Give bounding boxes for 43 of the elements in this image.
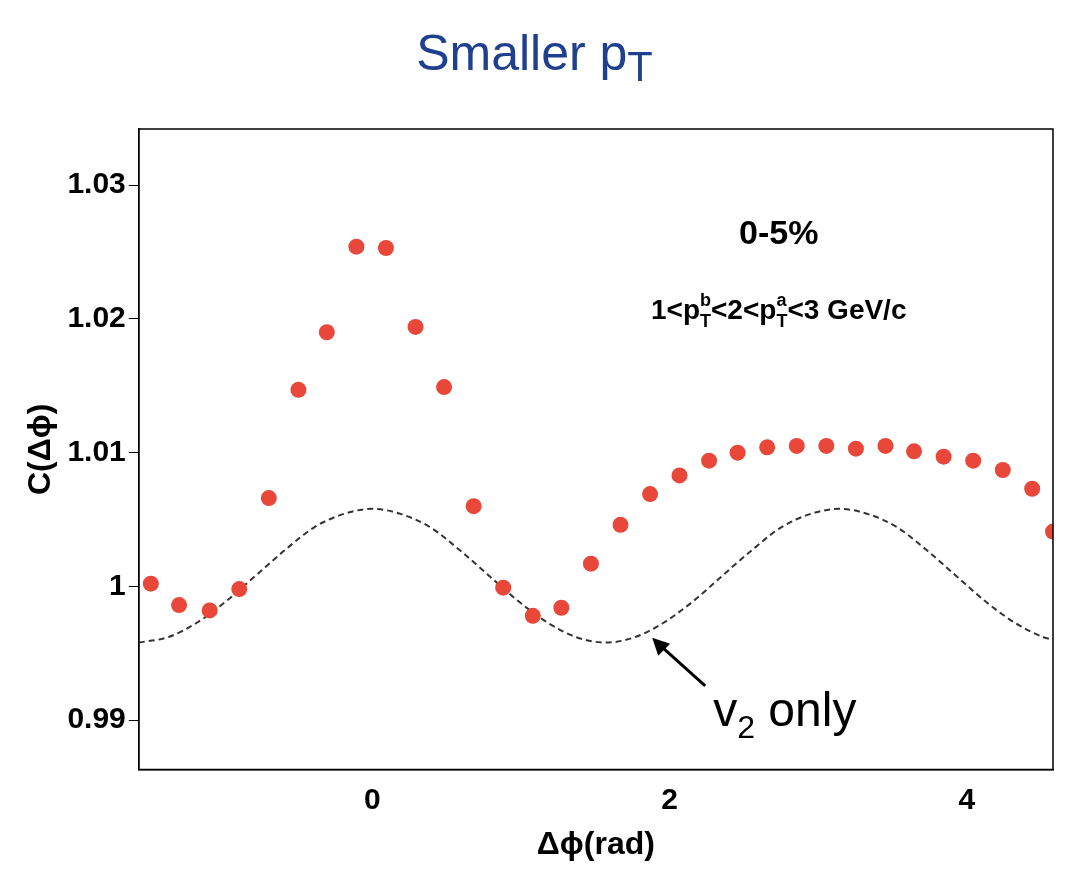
- point: [701, 452, 718, 469]
- point: [582, 555, 599, 572]
- chart-title: Smaller p$_{T}$: [415, 24, 654, 92]
- point: [171, 597, 188, 614]
- point: [495, 579, 512, 596]
- point: [818, 437, 835, 454]
- y-tick-label: 1: [109, 567, 126, 601]
- point: [318, 324, 335, 341]
- x-axis-title: Δϕ(rad): [536, 824, 655, 861]
- y-tick-label: 1.01: [67, 433, 126, 467]
- annotation: 0-5%: [739, 213, 819, 251]
- point: [965, 452, 982, 469]
- point: [231, 581, 248, 598]
- point: [877, 437, 894, 454]
- point: [759, 439, 776, 456]
- point: [906, 443, 923, 460]
- y-tick-label: 1.03: [67, 166, 126, 200]
- x-tick-label: 4: [958, 781, 976, 815]
- point: [788, 437, 805, 454]
- y-tick-label: 1.02: [67, 300, 126, 334]
- y-axis-title: C(Δϕ): [21, 403, 58, 495]
- point: [994, 462, 1011, 479]
- point: [407, 318, 424, 335]
- point: [290, 381, 307, 398]
- point: [612, 516, 629, 533]
- point: [729, 444, 746, 461]
- point: [348, 238, 365, 255]
- point: [671, 467, 688, 484]
- point: [142, 575, 159, 592]
- point: [260, 490, 277, 507]
- point: [465, 498, 482, 515]
- point: [935, 448, 952, 465]
- y-tick-label: 0.99: [67, 701, 126, 735]
- x-tick-label: 2: [661, 781, 678, 815]
- point: [436, 379, 453, 396]
- point: [377, 240, 394, 257]
- point: [1024, 480, 1041, 497]
- point: [847, 440, 864, 457]
- point: [201, 602, 218, 619]
- x-tick-label: 0: [363, 781, 381, 815]
- point: [553, 599, 570, 616]
- point: [524, 607, 541, 624]
- point: [642, 486, 659, 503]
